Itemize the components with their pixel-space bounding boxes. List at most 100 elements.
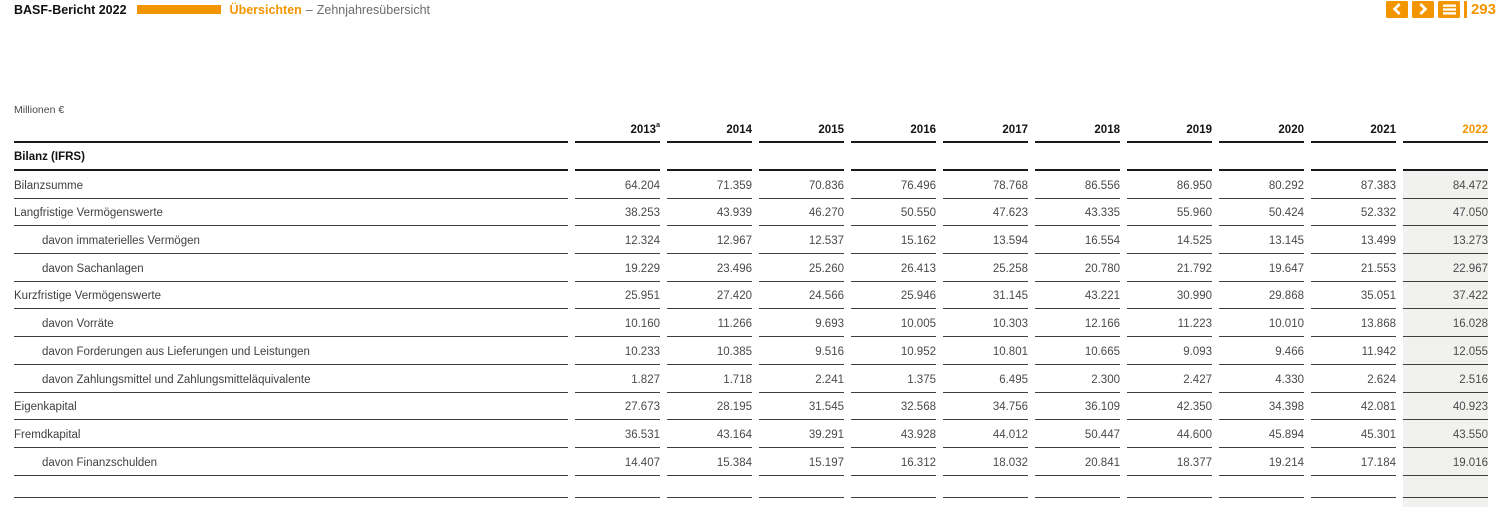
table-row: Langfristige Vermögenswerte 38.253 43.939 4… <box>14 198 1488 227</box>
row-label: Fremdkapital <box>14 420 568 448</box>
cell-value: 13.868 <box>1311 309 1396 338</box>
page-number-divider <box>1464 0 1467 18</box>
cell-value: 13.499 <box>1311 226 1396 255</box>
cell-value: 26.413 <box>851 254 936 282</box>
cell-value: 13.145 <box>1219 226 1304 255</box>
table-row: Eigenkapital 27.673 28.195 31.545 32.568 34.7… <box>14 392 1488 421</box>
cell-value: 44.012 <box>943 420 1028 448</box>
section-header-row: Bilanz (IFRS) <box>14 143 1488 171</box>
cell-value: 43.928 <box>851 420 936 448</box>
page-header-left: BASF-Bericht 2022 Übersichten – Zehnjahr… <box>14 1 430 18</box>
row-label: davon Forderungen aus Lieferungen und Le… <box>14 337 568 365</box>
year-label: 2020 <box>1278 124 1304 136</box>
year-label: 2015 <box>818 124 844 136</box>
cell-value: 9.516 <box>759 337 844 365</box>
year-label: 2017 <box>1002 124 1028 136</box>
cell-value: 24.566 <box>759 282 844 310</box>
cell-value: 15.162 <box>851 226 936 255</box>
cell-value: 27.420 <box>667 282 752 310</box>
empty-cell <box>1127 498 1212 507</box>
cell-value: 71.359 <box>667 171 752 199</box>
page-header-right: 293 <box>1382 0 1496 18</box>
empty-cell <box>1219 476 1304 499</box>
header-accent-bar <box>136 5 221 14</box>
empty-cell <box>943 476 1028 499</box>
row-label: davon immaterielles Vermögen <box>14 226 568 255</box>
cell-value: 16.312 <box>851 448 936 476</box>
unit-label: Millionen € <box>14 104 65 116</box>
next-page-button[interactable] <box>1412 0 1435 18</box>
cell-value: 46.270 <box>759 199 844 227</box>
empty-cell <box>1219 143 1304 171</box>
empty-cell <box>759 498 844 507</box>
cell-value: 47.050 <box>1403 198 1488 227</box>
cell-value: 19.647 <box>1219 254 1304 282</box>
spacer-row <box>14 498 1488 508</box>
cell-value: 45.894 <box>1219 420 1304 448</box>
cell-value: 10.665 <box>1035 337 1120 365</box>
cell-value: 86.556 <box>1035 171 1120 199</box>
empty-cell <box>667 143 752 171</box>
cell-value: 10.952 <box>851 337 936 365</box>
year-label: 2019 <box>1186 124 1212 136</box>
row-label: Bilanzsumme <box>14 171 568 199</box>
cell-value: 40.923 <box>1403 392 1488 421</box>
cell-value: 12.537 <box>759 226 844 255</box>
cell-value: 29.868 <box>1219 282 1304 310</box>
cell-value: 15.384 <box>667 448 752 476</box>
contents-menu-button[interactable] <box>1438 0 1461 18</box>
cell-value: 10.010 <box>1219 309 1304 338</box>
cell-value: 20.780 <box>1035 254 1120 282</box>
cell-value: 9.693 <box>759 309 844 338</box>
cell-value: 43.221 <box>1035 282 1120 310</box>
empty-cell <box>14 476 568 499</box>
cell-value: 50.447 <box>1035 420 1120 448</box>
table-row: davon Vorräte 10.160 11.266 9.693 10.005 10.3… <box>14 309 1488 338</box>
chevron-right-icon <box>1419 3 1428 15</box>
cell-value: 45.301 <box>1311 420 1396 448</box>
empty-cell <box>851 476 936 499</box>
cell-value: 11.223 <box>1127 309 1212 338</box>
year-label: 2018 <box>1094 124 1120 136</box>
year-label: 2022 <box>1462 124 1488 136</box>
year-column-header: 2013a <box>575 117 660 143</box>
cell-value: 52.332 <box>1311 199 1396 227</box>
cell-value: 10.801 <box>943 337 1028 365</box>
cell-value: 86.950 <box>1127 171 1212 199</box>
empty-cell <box>575 476 660 499</box>
year-label: 2014 <box>726 124 752 136</box>
year-column-header: 2016 <box>851 117 936 143</box>
cell-value: 9.466 <box>1219 337 1304 365</box>
year-header-row: 2013a 2014 2015 2016 2017 2018 2019 2020 2021 202… <box>14 117 1488 143</box>
cell-value: 10.233 <box>575 337 660 365</box>
cell-value: 12.324 <box>575 226 660 255</box>
page-number: 293 <box>1470 0 1496 18</box>
cell-value: 25.951 <box>575 282 660 310</box>
cell-value: 87.383 <box>1311 171 1396 199</box>
empty-row <box>14 475 1488 499</box>
cell-value: 64.204 <box>575 171 660 199</box>
cell-value: 19.229 <box>575 254 660 282</box>
cell-value: 2.624 <box>1311 365 1396 393</box>
cell-value: 44.600 <box>1127 420 1212 448</box>
cell-value: 13.273 <box>1403 226 1488 255</box>
prev-page-button[interactable] <box>1386 0 1409 18</box>
cell-value: 16.028 <box>1403 309 1488 338</box>
cell-value: 11.942 <box>1311 337 1396 365</box>
cell-value: 34.398 <box>1219 393 1304 421</box>
empty-cell <box>851 498 936 507</box>
cell-value: 10.160 <box>575 309 660 338</box>
year-column-header: 2018 <box>1035 117 1120 143</box>
empty-cell <box>14 498 568 507</box>
cell-value: 50.550 <box>851 199 936 227</box>
empty-cell <box>1127 476 1212 499</box>
menu-icon <box>1442 4 1456 14</box>
cell-value: 84.472 <box>1403 171 1488 199</box>
cell-value: 31.145 <box>943 282 1028 310</box>
cell-value: 25.946 <box>851 282 936 310</box>
ten-year-overview-table: 2013a 2014 2015 2016 2017 2018 2019 2020 2021 202… <box>7 117 1495 508</box>
year-column-header: 2019 <box>1127 117 1212 143</box>
subsection-title: Zehnjahresübersicht <box>316 2 431 17</box>
empty-cell <box>1311 143 1396 171</box>
cell-value: 15.197 <box>759 448 844 476</box>
